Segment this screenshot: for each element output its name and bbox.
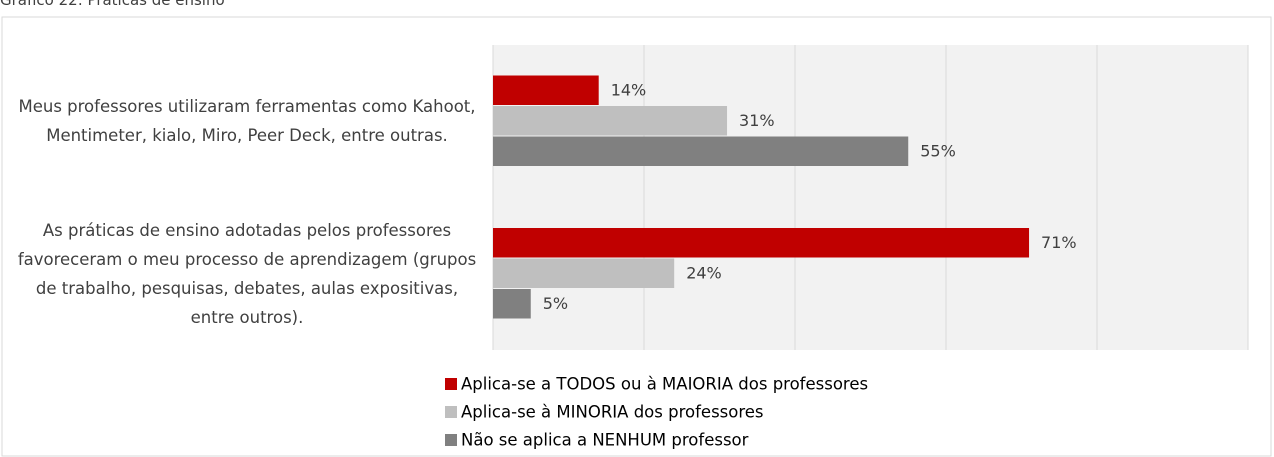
bar (493, 258, 675, 288)
value-label: 31% (739, 111, 775, 130)
value-label: 71% (1041, 233, 1077, 252)
legend-label: Aplica-se a TODOS ou à MAIORIA dos profe… (461, 375, 868, 394)
bar (493, 136, 909, 166)
legend-swatch (445, 406, 457, 418)
bar (493, 75, 599, 105)
value-label: 55% (920, 141, 956, 160)
category-label: As práticas de ensino adotadas pelos pro… (17, 220, 477, 327)
value-label: 24% (686, 263, 722, 282)
chart-title: Gráfico 22: Práticas de ensino (0, 0, 225, 9)
bar (493, 106, 728, 136)
legend-label: Aplica-se à MINORIA dos professores (461, 403, 764, 422)
chart-border (1, 16, 1272, 457)
legend-swatch (445, 434, 457, 446)
plot-area (493, 45, 1248, 350)
category-label: Meus professores utilizaram ferramentas … (18, 97, 476, 146)
value-label: 5% (543, 294, 568, 313)
legend-label: Não se aplica a NENHUM professor (461, 431, 749, 450)
bar (493, 289, 531, 319)
value-label: 14% (611, 80, 647, 99)
legend-swatch (445, 378, 457, 390)
bar (493, 228, 1030, 258)
